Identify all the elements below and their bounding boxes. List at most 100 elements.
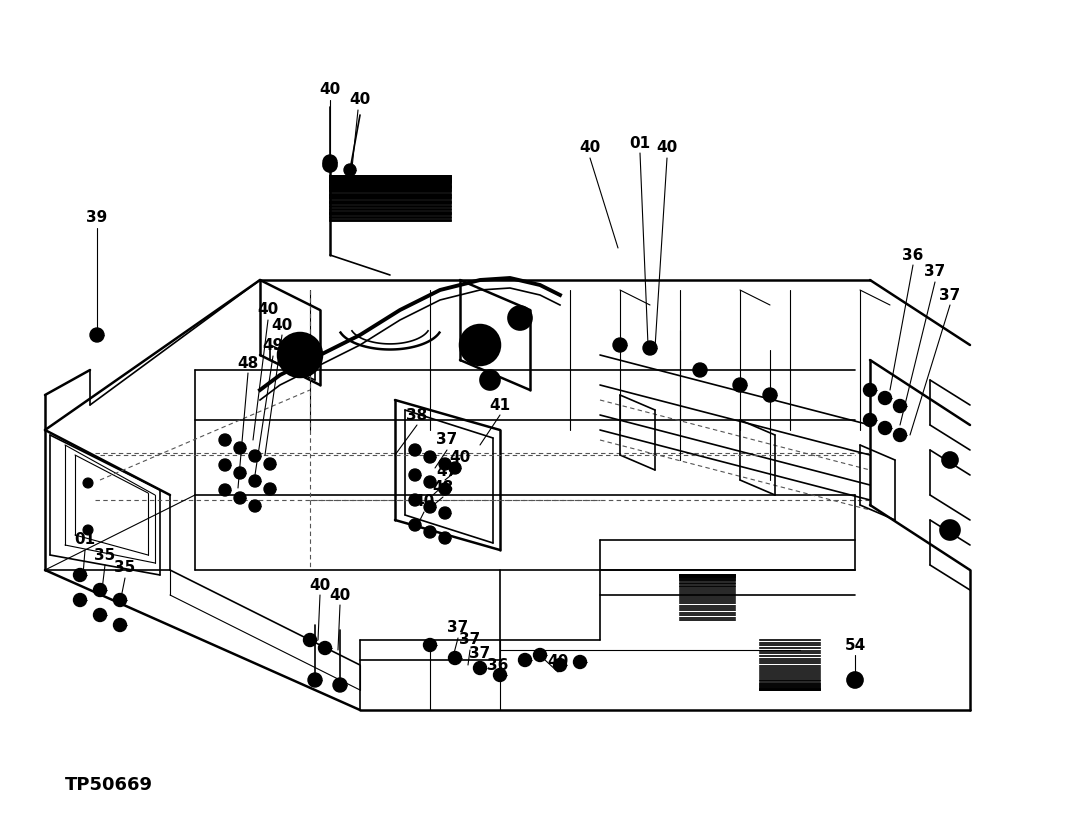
Circle shape xyxy=(424,476,436,488)
Circle shape xyxy=(113,618,126,631)
Circle shape xyxy=(267,486,273,492)
Circle shape xyxy=(882,395,889,401)
Circle shape xyxy=(613,338,627,352)
Circle shape xyxy=(441,461,448,468)
Text: 40: 40 xyxy=(449,450,470,465)
Circle shape xyxy=(452,464,459,471)
Circle shape xyxy=(863,383,876,396)
Circle shape xyxy=(878,391,891,405)
Circle shape xyxy=(866,416,874,423)
Circle shape xyxy=(646,344,654,352)
Circle shape xyxy=(344,164,356,176)
Text: 37: 37 xyxy=(436,432,457,447)
Circle shape xyxy=(441,509,448,516)
Circle shape xyxy=(763,388,777,402)
Circle shape xyxy=(893,428,906,441)
Circle shape xyxy=(449,651,462,664)
Circle shape xyxy=(221,486,229,493)
Circle shape xyxy=(942,452,958,468)
Circle shape xyxy=(426,529,434,536)
Circle shape xyxy=(474,339,486,351)
Circle shape xyxy=(460,325,500,365)
Circle shape xyxy=(219,484,231,496)
Circle shape xyxy=(574,655,587,668)
Circle shape xyxy=(306,636,314,644)
Circle shape xyxy=(236,495,243,501)
Text: 36: 36 xyxy=(902,247,924,263)
Circle shape xyxy=(426,641,434,649)
Text: 40: 40 xyxy=(656,141,678,156)
Circle shape xyxy=(323,155,337,169)
Text: 40: 40 xyxy=(319,83,341,97)
Text: 40: 40 xyxy=(272,318,292,333)
Circle shape xyxy=(733,378,747,392)
Text: 39: 39 xyxy=(86,210,108,225)
Circle shape xyxy=(346,167,353,174)
Circle shape xyxy=(893,400,906,413)
Text: 37: 37 xyxy=(925,265,945,279)
Text: 40: 40 xyxy=(329,587,351,603)
Circle shape xyxy=(412,446,419,453)
Circle shape xyxy=(426,478,434,486)
Circle shape xyxy=(73,568,86,581)
Circle shape xyxy=(736,381,743,389)
Circle shape xyxy=(439,458,451,470)
Text: 40: 40 xyxy=(413,495,435,509)
Text: 49: 49 xyxy=(262,338,284,354)
Circle shape xyxy=(308,673,322,687)
Circle shape xyxy=(409,469,421,481)
Text: 48: 48 xyxy=(433,479,453,495)
Circle shape xyxy=(480,370,500,390)
Circle shape xyxy=(236,470,243,477)
Circle shape xyxy=(474,662,487,675)
Circle shape xyxy=(286,341,314,369)
Circle shape xyxy=(766,391,774,399)
Circle shape xyxy=(251,477,258,484)
Circle shape xyxy=(234,492,246,504)
Circle shape xyxy=(439,483,451,495)
Text: 35: 35 xyxy=(94,547,115,563)
Circle shape xyxy=(251,453,258,459)
Text: 40: 40 xyxy=(350,93,370,107)
Circle shape xyxy=(96,586,104,594)
Circle shape xyxy=(441,535,448,541)
Circle shape xyxy=(264,458,276,470)
Circle shape xyxy=(326,158,333,166)
Text: 37: 37 xyxy=(940,287,960,302)
Circle shape xyxy=(449,462,461,474)
Circle shape xyxy=(322,645,329,652)
Circle shape xyxy=(117,622,124,628)
Circle shape xyxy=(219,434,231,446)
Circle shape xyxy=(318,641,331,654)
Circle shape xyxy=(696,366,704,373)
Circle shape xyxy=(693,363,707,377)
Circle shape xyxy=(851,676,859,684)
Circle shape xyxy=(117,596,124,604)
Circle shape xyxy=(96,612,104,618)
Circle shape xyxy=(236,445,243,451)
Text: 37: 37 xyxy=(448,621,468,636)
Circle shape xyxy=(426,454,434,460)
Circle shape xyxy=(576,658,584,666)
Circle shape xyxy=(643,341,657,355)
Circle shape xyxy=(451,654,459,662)
Circle shape xyxy=(866,387,874,394)
Text: 01: 01 xyxy=(74,532,96,547)
Circle shape xyxy=(863,414,876,427)
Circle shape xyxy=(616,342,624,349)
Text: 35: 35 xyxy=(114,560,136,576)
Circle shape xyxy=(83,478,93,488)
Circle shape xyxy=(409,519,421,531)
Circle shape xyxy=(303,634,316,646)
Circle shape xyxy=(293,348,308,362)
Circle shape xyxy=(113,594,126,607)
Circle shape xyxy=(221,462,229,468)
Circle shape xyxy=(83,525,93,535)
Circle shape xyxy=(847,672,863,688)
Circle shape xyxy=(90,328,104,342)
Circle shape xyxy=(878,422,891,435)
Text: 40: 40 xyxy=(310,577,330,592)
Circle shape xyxy=(519,654,532,667)
Circle shape xyxy=(409,444,421,456)
Circle shape xyxy=(234,442,246,454)
